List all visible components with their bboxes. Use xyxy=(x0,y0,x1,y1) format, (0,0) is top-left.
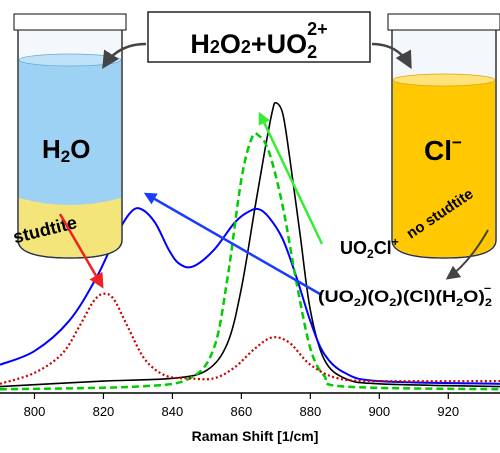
arrow-studtite-to-peak xyxy=(58,213,104,289)
water-label: H2O xyxy=(42,134,90,166)
x-tick-label: 840 xyxy=(162,404,184,419)
arrow-to-chloride-vial xyxy=(371,42,412,70)
arrow-complex-to-blue-peak xyxy=(143,192,321,296)
x-tick-label: 880 xyxy=(299,404,321,419)
series-line-3 xyxy=(0,132,500,391)
x-ticks: 800 820 840 860 880 900 920 xyxy=(24,393,459,419)
series-line-4 xyxy=(0,292,500,385)
formula-box xyxy=(147,11,371,63)
x-tick-label: 860 xyxy=(231,404,253,419)
arrow-uo2cl-to-green-peak xyxy=(258,111,324,245)
reaction-formula: H2O2+UO22+ xyxy=(190,19,327,62)
studtite-precipitate xyxy=(19,198,121,257)
x-tick-label: 900 xyxy=(368,404,390,419)
water-vial: H2O studtite xyxy=(11,13,127,259)
chloride-label: Cl− xyxy=(424,133,462,166)
chloride-liquid xyxy=(393,80,495,257)
x-axis-label: Raman Shift [1/cm] xyxy=(192,428,319,444)
vial-cap xyxy=(13,13,127,31)
x-tick-label: 800 xyxy=(24,404,46,419)
chloride-vial: Cl− no studtite xyxy=(387,13,500,259)
species-peroxo-complex: (UO 2)(O 2)(Cl)(H 2O) 2− xyxy=(318,283,492,309)
x-tick-label: 820 xyxy=(93,404,115,419)
arrow-vial-to-species xyxy=(445,229,489,280)
vial-cap-right xyxy=(387,13,500,31)
arrow-to-water-vial xyxy=(102,42,147,69)
species-uo2cl: UO2Cl+ xyxy=(340,235,399,261)
x-tick-label: 920 xyxy=(437,404,459,419)
